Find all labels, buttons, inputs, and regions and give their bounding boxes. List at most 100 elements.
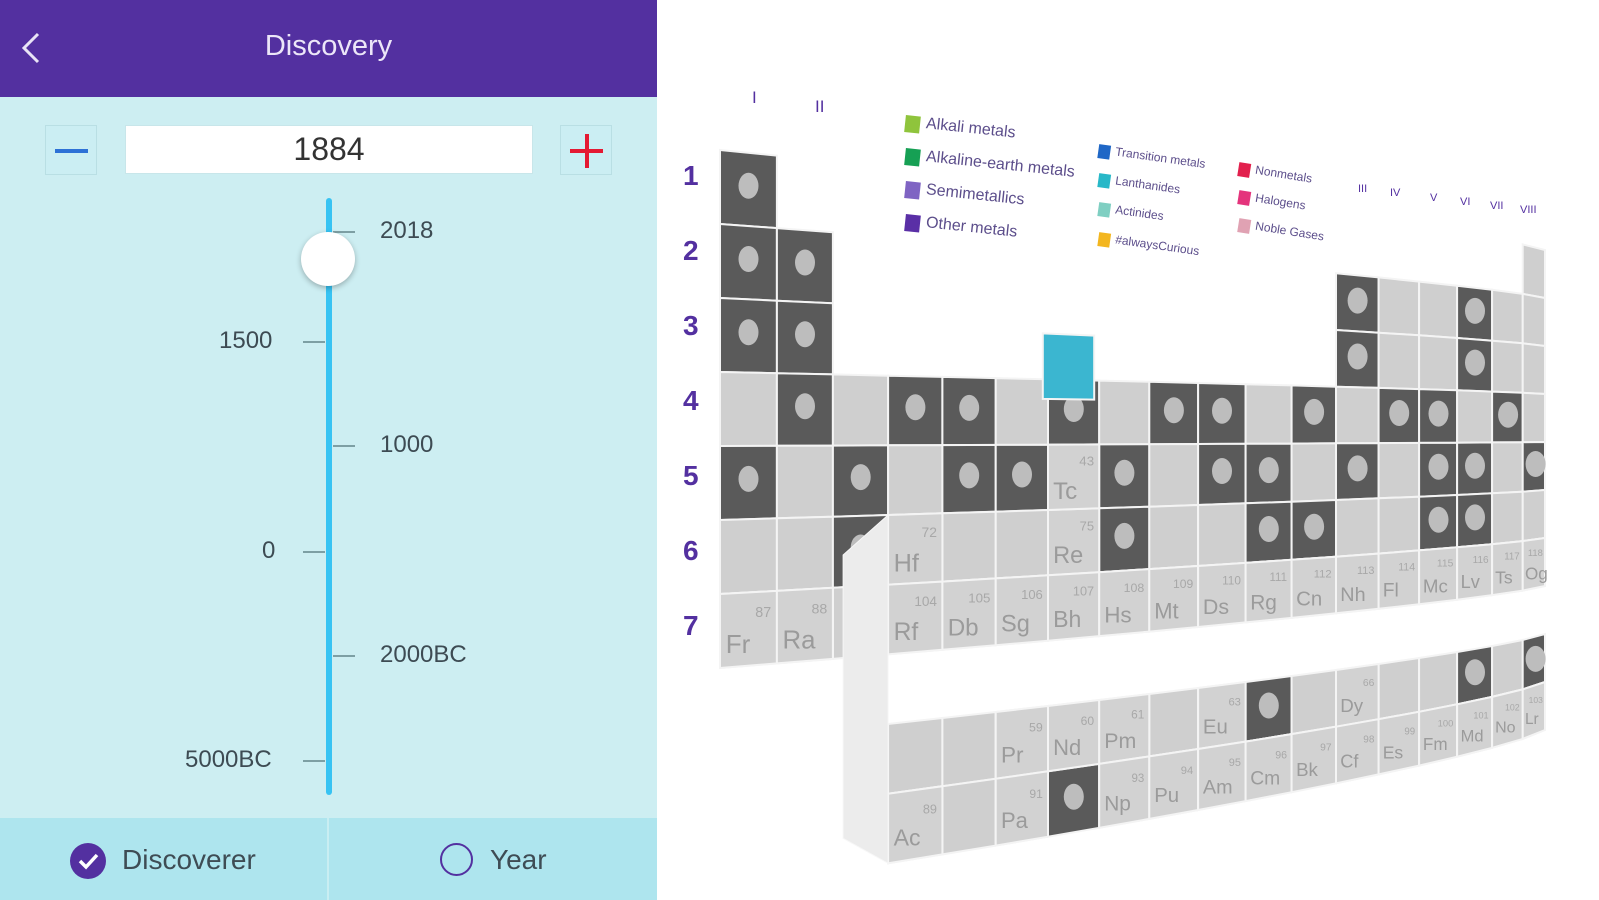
element-symbol: Pr (1001, 742, 1024, 767)
element-cell[interactable] (1418, 650, 1459, 714)
element-cell[interactable] (941, 777, 997, 856)
timeline-slider-track[interactable] (326, 198, 332, 795)
portrait-face (1114, 459, 1135, 486)
element-cell[interactable] (1244, 732, 1293, 803)
element-cell[interactable] (775, 444, 834, 520)
element-cell[interactable] (1197, 502, 1247, 568)
group-label: II (815, 97, 825, 116)
timeline-slider-thumb[interactable] (301, 232, 355, 286)
element-cell[interactable] (1148, 686, 1200, 758)
element-cell[interactable] (994, 770, 1049, 847)
element-cell[interactable] (1377, 495, 1421, 555)
element-cell[interactable] (941, 510, 997, 583)
timeline-tick (303, 341, 325, 343)
element-cell[interactable] (887, 716, 944, 795)
element-cell[interactable] (1377, 441, 1421, 500)
element-cell[interactable] (1521, 243, 1546, 300)
portrait-face (738, 465, 759, 492)
element-cell[interactable] (775, 515, 834, 592)
element-cell[interactable] (1098, 379, 1151, 446)
element-symbol: Nh (1340, 584, 1365, 606)
element-number: 87 (755, 605, 771, 621)
portrait-face (1465, 452, 1485, 479)
element-cell[interactable] (1521, 488, 1546, 543)
timeline-tick (333, 231, 355, 233)
element-cell[interactable] (719, 370, 778, 448)
increment-year-button[interactable] (560, 125, 612, 175)
group-label: IV (1390, 187, 1401, 199)
element-cell[interactable] (1491, 638, 1524, 699)
element-cell[interactable] (1491, 288, 1524, 345)
element-cell[interactable] (1491, 339, 1524, 394)
element-symbol: Dy (1340, 695, 1363, 716)
group-label: III (1358, 183, 1368, 195)
element-cell[interactable] (1491, 441, 1524, 495)
element-cell[interactable] (1491, 490, 1524, 546)
period-label: 4 (683, 385, 699, 416)
portrait-face (1347, 343, 1368, 370)
table-side-face (842, 513, 889, 865)
element-cell[interactable] (994, 377, 1049, 446)
period-label: 6 (683, 535, 699, 566)
element-cell[interactable] (1418, 280, 1459, 340)
element-symbol: Pu (1154, 785, 1179, 807)
timeline-tick (303, 760, 325, 762)
discoverer-label[interactable]: Discoverer (122, 844, 256, 875)
portrait-face (959, 462, 980, 489)
element-cell[interactable] (1521, 342, 1546, 396)
element-cell[interactable] (1335, 385, 1380, 445)
element-symbol: Bk (1296, 759, 1318, 780)
portrait-face (795, 393, 815, 420)
portrait-face (1012, 461, 1032, 488)
element-cell[interactable] (775, 586, 834, 665)
element-cell[interactable] (831, 373, 890, 447)
element-cell[interactable] (1377, 276, 1421, 337)
portrait-face (1258, 516, 1279, 542)
element-cell[interactable] (941, 710, 997, 788)
element-cell[interactable] (1148, 747, 1200, 821)
element-cell[interactable] (1148, 503, 1200, 571)
element-cell[interactable] (1148, 442, 1200, 508)
app-header: Discovery (0, 0, 657, 97)
element-cell[interactable] (1521, 391, 1546, 444)
highlighted-element-cell[interactable] (1041, 332, 1096, 401)
element-cell[interactable] (1377, 331, 1421, 391)
element-cell[interactable] (1491, 688, 1524, 750)
element-cell[interactable] (1047, 443, 1101, 512)
year-input[interactable]: 1884 (125, 125, 533, 174)
back-button[interactable] (14, 30, 50, 66)
portrait-face (795, 249, 815, 276)
element-cell[interactable] (1521, 292, 1546, 348)
element-symbol: No (1495, 720, 1516, 737)
element-number: 115 (1437, 559, 1454, 570)
element-cell[interactable] (887, 444, 944, 517)
element-cell[interactable] (1197, 680, 1247, 751)
element-number: 63 (1228, 697, 1240, 709)
portrait-face (1428, 506, 1449, 533)
element-number: 104 (914, 594, 937, 609)
element-cell[interactable] (1377, 656, 1421, 721)
element-cell[interactable] (1244, 383, 1293, 445)
element-cell[interactable] (1290, 442, 1337, 503)
element-cell[interactable] (1521, 680, 1546, 741)
element-symbol: Rg (1250, 592, 1277, 615)
year-radio[interactable] (440, 843, 473, 876)
element-number: 72 (922, 524, 938, 540)
element-cell[interactable] (719, 517, 778, 596)
element-cell[interactable] (1290, 668, 1337, 736)
element-cell[interactable] (1521, 536, 1546, 592)
discoverer-radio[interactable] (70, 843, 106, 879)
portrait-face (1465, 659, 1485, 686)
period-label: 2 (683, 235, 699, 266)
portrait-face (1525, 451, 1546, 477)
element-number: 60 (1081, 714, 1095, 728)
element-cell[interactable] (1335, 497, 1380, 558)
element-number: 99 (1404, 727, 1415, 738)
element-cell[interactable] (1418, 334, 1459, 392)
year-label[interactable]: Year (490, 844, 547, 875)
element-symbol: Ra (783, 627, 817, 655)
element-cell[interactable] (1456, 389, 1494, 444)
decrement-year-button[interactable] (45, 125, 97, 175)
element-cell[interactable] (994, 508, 1049, 580)
portrait-face (959, 394, 980, 421)
